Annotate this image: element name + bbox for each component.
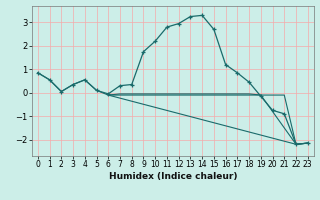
X-axis label: Humidex (Indice chaleur): Humidex (Indice chaleur)	[108, 172, 237, 181]
